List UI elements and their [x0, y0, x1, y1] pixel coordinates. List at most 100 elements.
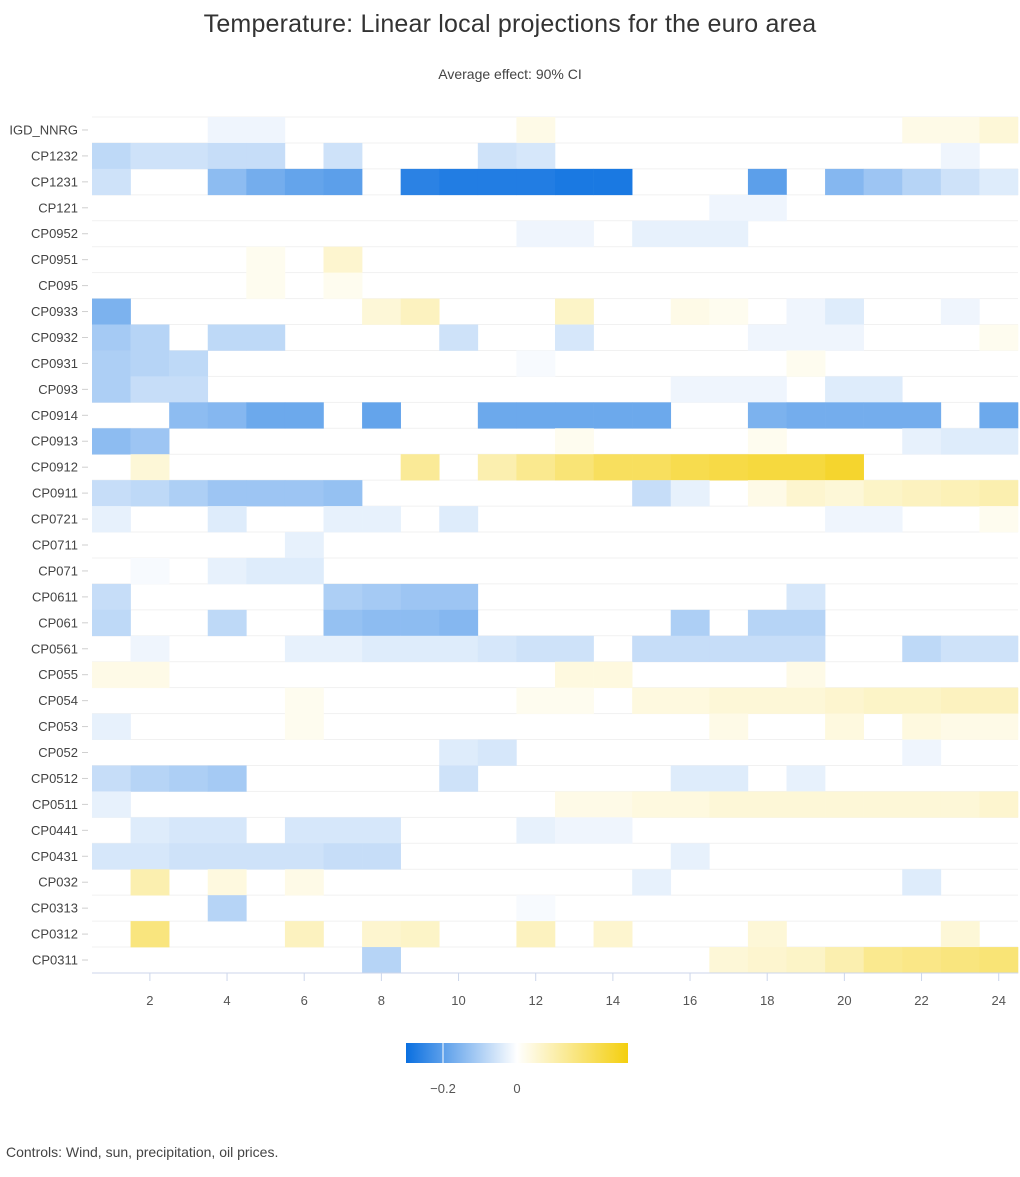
heatmap-cell	[786, 791, 826, 818]
heatmap-cell	[130, 817, 170, 844]
heatmap-cell	[555, 661, 594, 688]
heatmap-cell	[555, 298, 594, 325]
heatmap-cell	[362, 298, 401, 325]
heatmap-cell	[786, 947, 826, 974]
heatmap-cell	[362, 843, 401, 870]
heatmap-cell	[825, 713, 864, 740]
heatmap-cell	[747, 376, 787, 403]
heatmap-cell	[362, 817, 401, 844]
row-label: CP0952	[31, 226, 78, 241]
heatmap-cell	[439, 739, 479, 766]
heatmap-cell	[400, 921, 440, 948]
heatmap-cell	[709, 454, 749, 481]
heatmap-cell	[362, 609, 401, 637]
heatmap-cell	[323, 168, 363, 196]
heatmap-cell	[169, 142, 209, 170]
heatmap-cell	[670, 609, 710, 637]
heatmap-cell	[747, 428, 787, 455]
heatmap-cell	[477, 142, 517, 170]
heatmap-cell	[786, 350, 826, 377]
heatmap-cell	[593, 921, 633, 948]
heatmap-cell	[902, 168, 942, 196]
heatmap-cell	[670, 220, 710, 247]
heatmap-cell	[130, 350, 170, 377]
heatmap-cell	[670, 765, 710, 792]
heatmap-cell	[786, 609, 826, 637]
heatmap-cell	[786, 661, 826, 688]
heatmap-cell	[169, 765, 209, 792]
heatmap-cell	[439, 635, 479, 663]
heatmap-cell	[284, 402, 324, 429]
heatmap-cell	[516, 142, 556, 170]
heatmap-cell	[207, 117, 247, 144]
heatmap-cell	[516, 402, 556, 429]
x-tick-label: 20	[837, 993, 851, 1008]
heatmap-cell	[902, 739, 942, 766]
heatmap-cell	[593, 661, 633, 688]
heatmap-cell	[284, 557, 324, 585]
heatmap-cell	[207, 142, 247, 170]
heatmap-cell	[130, 843, 170, 870]
row-label: CP0312	[31, 927, 78, 942]
heatmap-cell	[670, 454, 710, 481]
heatmap-cell	[323, 817, 363, 844]
heatmap-cell	[362, 506, 401, 533]
heatmap-cell	[516, 635, 556, 663]
heatmap-cell	[477, 739, 517, 766]
heatmap-cell	[284, 713, 324, 740]
row-label: CP0931	[31, 356, 78, 371]
heatmap-cell	[516, 220, 556, 247]
row-label: CP0933	[31, 304, 78, 319]
heatmap-cell	[709, 713, 749, 740]
heatmap-cell	[747, 609, 787, 637]
heatmap-cell	[863, 402, 903, 429]
heatmap-cell	[825, 376, 864, 403]
heatmap-cell	[863, 947, 903, 974]
heatmap-cell	[670, 843, 710, 870]
heatmap-cell	[593, 454, 633, 481]
row-label: CP0311	[32, 953, 78, 968]
heatmap-cell	[92, 791, 131, 818]
heatmap-cell	[362, 635, 401, 663]
heatmap-cell	[786, 687, 826, 714]
heatmap-cell	[516, 921, 556, 948]
heatmap-cell	[825, 298, 864, 325]
heatmap-cell	[207, 506, 247, 533]
heatmap-cell	[863, 506, 903, 533]
heatmap-cell	[362, 921, 401, 948]
row-label: CP0511	[32, 797, 78, 812]
heatmap-cell	[130, 324, 170, 351]
heatmap-cell	[130, 376, 170, 403]
heatmap-cell	[477, 454, 517, 481]
row-label: CP0611	[32, 589, 78, 604]
chart-footnote: Controls: Wind, sun, precipitation, oil …	[6, 1144, 279, 1160]
x-tick-label: 8	[378, 993, 385, 1008]
heatmap-cell	[786, 480, 826, 507]
heatmap-cell	[516, 168, 556, 196]
x-tick-label: 2	[146, 993, 153, 1008]
heatmap-cell	[747, 635, 787, 663]
heatmap-cell	[902, 402, 942, 429]
x-tick-label: 14	[606, 993, 620, 1008]
heatmap-cell	[207, 609, 247, 637]
heatmap-cell	[709, 947, 749, 974]
heatmap-cell	[130, 661, 170, 688]
heatmap-cell	[130, 921, 170, 948]
heatmap-cell	[632, 791, 672, 818]
heatmap-cell	[670, 687, 710, 714]
heatmap-cell	[940, 791, 980, 818]
heatmap-cell	[439, 583, 479, 611]
heatmap-cell	[979, 687, 1019, 714]
heatmap-cell	[246, 324, 286, 351]
heatmap-cell	[747, 168, 787, 196]
heatmap-cell	[400, 168, 440, 196]
heatmap-cell	[940, 298, 980, 325]
heatmap-cell	[246, 168, 286, 196]
heatmap-cell	[169, 817, 209, 844]
heatmap-cell	[323, 506, 363, 533]
heatmap-cell	[130, 869, 170, 896]
heatmap-cell	[902, 869, 942, 896]
heatmap-cell	[207, 402, 247, 429]
heatmap-cell	[593, 168, 633, 196]
x-tick-label: 6	[301, 993, 308, 1008]
